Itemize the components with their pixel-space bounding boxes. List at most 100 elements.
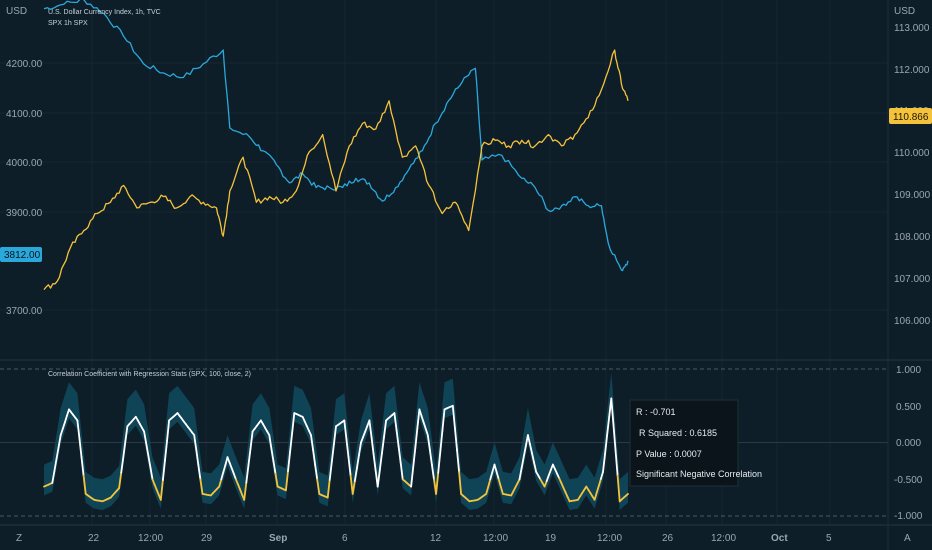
correlation-segment xyxy=(414,427,419,449)
dxy-line[interactable] xyxy=(43,0,629,272)
correlation-segment xyxy=(495,470,500,481)
stats-r-squared: R Squared : 0.6185 xyxy=(639,428,717,438)
correlation-segment xyxy=(226,456,231,464)
correlation-segment xyxy=(166,419,171,442)
stats-r: R : -0.701 xyxy=(636,407,676,417)
correlation-segment xyxy=(82,474,87,495)
left-tick-label: 4000.00 xyxy=(6,158,43,169)
symbol-title[interactable]: U.S. Dollar Currency Index, 1h, TVC xyxy=(48,9,161,16)
correlation-segment xyxy=(547,469,552,477)
correlation-segment xyxy=(378,452,383,472)
right-axis[interactable]: 113.000 112.000 111.000 110.000 109.000 … xyxy=(894,23,931,327)
right-tick-label: 113.000 xyxy=(894,23,930,34)
correlation-segment xyxy=(435,471,440,495)
time-tick-label: 22 xyxy=(88,533,100,544)
correlation-segment xyxy=(147,454,152,469)
reference-lines xyxy=(0,368,888,517)
correlation-segment xyxy=(145,442,150,457)
auto-scale-button[interactable]: A xyxy=(904,533,911,544)
correlation-segment xyxy=(604,434,608,455)
correlation-segment xyxy=(243,481,248,501)
correlation-segment xyxy=(78,437,83,459)
correlation-segment xyxy=(458,470,463,495)
time-tick-label: 6 xyxy=(342,533,348,544)
correlation-segment xyxy=(314,463,319,481)
correlation-segment xyxy=(218,478,223,488)
correlation-segment xyxy=(370,436,375,455)
correlation-segment xyxy=(330,443,335,463)
correlation-segment xyxy=(353,467,358,483)
symbol-subtitle[interactable]: SPX 1h SPX xyxy=(48,20,88,27)
correlation-segment xyxy=(399,461,404,481)
correlation-segment xyxy=(543,480,548,488)
correlation-segment xyxy=(80,456,85,477)
correlation-segment xyxy=(368,419,373,438)
correlation-segment xyxy=(289,431,294,453)
correlation-segment xyxy=(268,434,273,449)
correlation-segment xyxy=(380,436,385,455)
time-tick-label: 26 xyxy=(662,533,674,544)
correlation-segment xyxy=(439,429,444,453)
correlation-segment xyxy=(410,466,415,488)
right-tick-label: 107.000 xyxy=(894,274,931,285)
correlation-segment xyxy=(195,448,200,466)
correlation-segment xyxy=(120,456,125,474)
scroll-left-button[interactable]: Z xyxy=(16,533,22,544)
correlation-segment xyxy=(545,474,550,483)
correlation-band xyxy=(44,372,628,511)
time-tick-label: 5 xyxy=(826,533,832,544)
correlation-segment xyxy=(347,456,352,477)
correlation-segment xyxy=(161,459,166,481)
correlation-segment xyxy=(364,425,369,433)
correlation-segment xyxy=(199,478,204,495)
correlation-segment xyxy=(376,469,381,488)
correlation-segment xyxy=(230,467,235,475)
correlation-segment xyxy=(418,408,423,417)
correlation-segment xyxy=(245,464,250,484)
right-tick-label: 110.000 xyxy=(894,148,930,159)
osc-tick-label: 0.500 xyxy=(896,402,921,413)
spx-line[interactable] xyxy=(43,49,629,291)
correlation-segment xyxy=(51,470,56,484)
time-tick-label: Sep xyxy=(269,533,287,544)
correlation-segment xyxy=(155,488,160,496)
stats-verdict: Significant Negative Correlation xyxy=(636,469,762,479)
correlation-segment xyxy=(237,483,242,491)
correlation-segment xyxy=(197,463,202,481)
right-tick-label: 108.000 xyxy=(894,232,931,243)
price-lines xyxy=(43,0,629,503)
correlation-segment xyxy=(395,428,400,448)
correlation-segment xyxy=(326,478,331,499)
left-axis[interactable]: 4200.00 4100.00 4000.00 3900.00 3700.00 xyxy=(6,59,43,317)
correlation-segment xyxy=(360,436,365,444)
correlation-segment xyxy=(600,470,604,480)
correlation-segment xyxy=(55,446,60,460)
correlation-segment xyxy=(612,423,617,451)
oscillator-axis[interactable]: 1.000 0.500 0.000 -0.500 -1.000 xyxy=(894,365,923,522)
correlation-segment xyxy=(397,445,402,464)
correlation-line[interactable] xyxy=(43,397,629,503)
correlation-segment xyxy=(362,430,367,438)
correlation-segment xyxy=(270,447,275,462)
correlation-segment xyxy=(522,445,527,459)
indicator-title[interactable]: Correlation Coefficient with Regression … xyxy=(48,371,251,378)
time-tick-label: 12:00 xyxy=(138,533,163,544)
correlation-segment xyxy=(239,488,244,496)
correlation-segment xyxy=(343,419,348,440)
correlation-segment xyxy=(424,427,429,437)
left-tick-label: 3900.00 xyxy=(6,208,43,219)
correlation-segment xyxy=(602,452,606,473)
correlation-segment xyxy=(59,427,64,437)
time-tick-label: 12:00 xyxy=(597,533,622,544)
correlation-segment xyxy=(143,430,148,445)
correlation-segment xyxy=(416,408,421,430)
left-tick-label: 4200.00 xyxy=(6,59,43,70)
left-tick-label: 4100.00 xyxy=(6,109,43,120)
correlation-segment xyxy=(487,478,492,488)
correlation-segment xyxy=(533,461,538,473)
time-tick-label: Oct xyxy=(771,533,788,544)
time-axis[interactable]: Z 22 12:00 29 Sep 6 12 12:00 19 12:00 26… xyxy=(16,533,911,544)
correlation-segment xyxy=(518,467,523,481)
correlation-segment xyxy=(616,474,621,503)
